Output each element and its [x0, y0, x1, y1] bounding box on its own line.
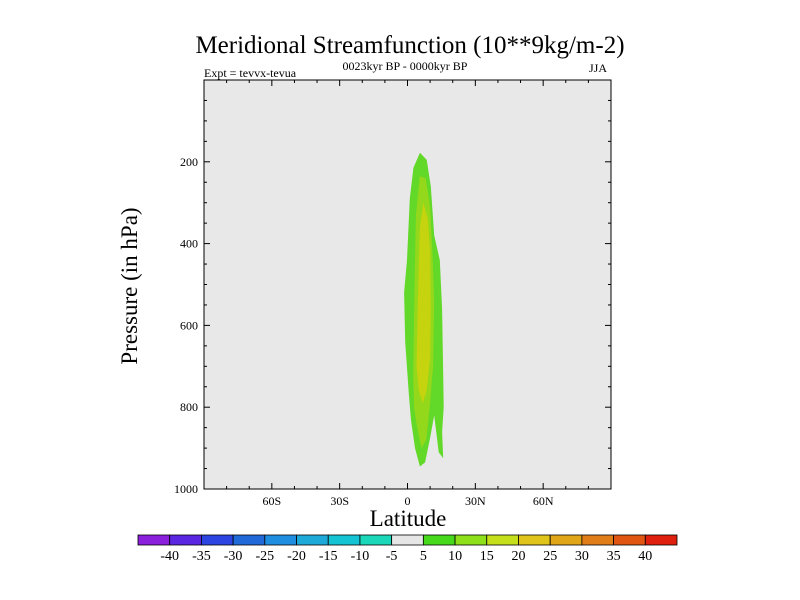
- colorbar-swatch-7: [359, 534, 393, 546]
- colorbar-swatch-0: [137, 534, 171, 546]
- colorbar-swatch-3: [232, 534, 266, 546]
- colorbar-swatch-15: [613, 534, 646, 546]
- colorbar-swatch-1: [169, 534, 202, 546]
- colorbar-swatch-12: [518, 534, 551, 546]
- y-axis-label: Pressure (in hPa): [117, 207, 142, 364]
- colorbar-label-2: -30: [224, 549, 243, 564]
- x-tick-label-3: 30N: [465, 494, 486, 508]
- contour-region-3: [416, 202, 431, 404]
- colorbar-label-14: 35: [607, 549, 621, 564]
- colorbar-label-13: 30: [575, 549, 589, 564]
- colorbar-label-5: -15: [319, 549, 338, 564]
- colorbar-swatch-14: [581, 534, 614, 546]
- colorbar-swatch-8: [391, 534, 424, 546]
- y-tick-label-3: 800: [180, 400, 198, 414]
- colorbar-label-0: -40: [160, 549, 179, 564]
- colorbar-label-8: 5: [420, 549, 427, 564]
- x-tick-label-4: 60N: [533, 494, 554, 508]
- colorbar-swatch-16: [644, 534, 678, 546]
- colorbar-swatch-2: [201, 534, 234, 546]
- right-string: JJA: [589, 61, 607, 75]
- colorbar-label-10: 15: [480, 549, 494, 564]
- colorbar: -40 -35 -30 -25 -20 -15 -10 -5 5 10 15 20 25 30 35 40: [137, 534, 678, 564]
- colorbar-label-11: 20: [512, 549, 526, 564]
- contour-fills: [404, 152, 444, 467]
- colorbar-label-1: -35: [192, 549, 211, 564]
- axis-ticks: 60S 30S 0 30N 60N 200 400 600 800 1000: [174, 80, 611, 508]
- x-tick-label-0: 60S: [262, 494, 281, 508]
- colorbar-label-4: -20: [287, 549, 306, 564]
- colorbar-swatch-5: [296, 534, 329, 546]
- x-axis-label: Latitude: [370, 506, 447, 531]
- y-tick-label-1: 400: [180, 237, 198, 251]
- x-tick-label-1: 30S: [330, 494, 349, 508]
- y-tick-label-2: 600: [180, 318, 198, 332]
- x-tick-label-2: 0: [405, 494, 411, 508]
- colorbar-label-3: -25: [255, 549, 274, 564]
- colorbar-swatch-4: [264, 534, 297, 546]
- colorbar-label-12: 25: [543, 549, 557, 564]
- colorbar-label-15: 40: [638, 549, 652, 564]
- colorbar-swatch-13: [549, 534, 583, 546]
- chart-title: Meridional Streamfunction (10**9kg/m-2): [195, 32, 624, 59]
- center-string: 0023kyr BP - 0000kyr BP: [343, 59, 468, 73]
- left-string: Expt = tevvx-tevua: [204, 66, 297, 80]
- colorbar-swatch-6: [327, 534, 361, 546]
- colorbar-label-7: -5: [386, 549, 398, 564]
- y-tick-label-0: 200: [180, 155, 198, 169]
- colorbar-swatch-9: [422, 534, 456, 546]
- colorbar-swatch-11: [486, 534, 519, 546]
- colorbar-label-6: -10: [351, 549, 370, 564]
- colorbar-swatch-10: [454, 534, 488, 546]
- y-tick-label-4: 1000: [174, 482, 198, 496]
- colorbar-label-9: 10: [448, 549, 462, 564]
